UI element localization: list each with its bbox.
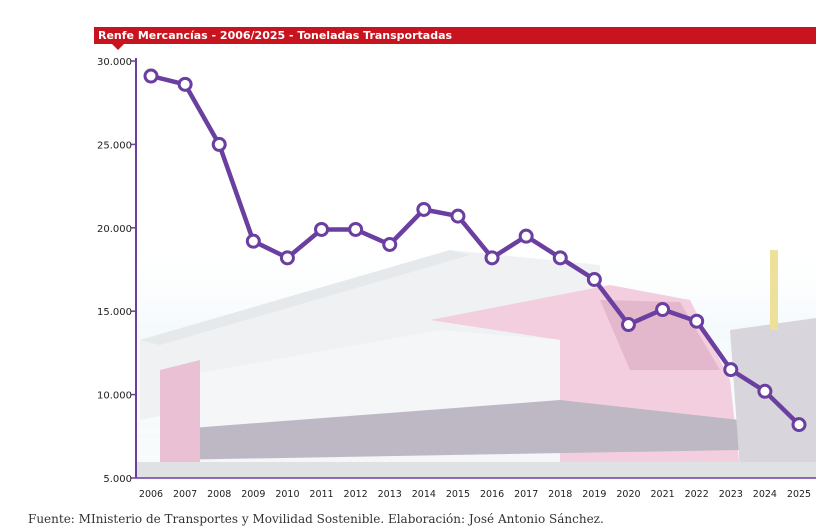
x-tick-label: 2014 [412, 489, 436, 500]
data-point-2012 [348, 221, 364, 237]
x-tick-label: 2018 [548, 489, 572, 500]
x-tick-label: 2013 [378, 489, 402, 500]
x-tick-label: 2019 [582, 489, 606, 500]
y-tick-label: 10.000 [97, 391, 132, 402]
x-tick-label: 2020 [616, 489, 640, 500]
x-tick-label: 2010 [275, 489, 299, 500]
y-tick-label: 15.000 [97, 307, 132, 318]
data-point-2015 [450, 208, 466, 224]
x-tick-label: 2011 [309, 489, 333, 500]
data-point-2006 [143, 68, 159, 84]
data-point-2022 [689, 313, 705, 329]
x-tick-label: 2016 [480, 489, 504, 500]
x-tick-label: 2022 [685, 489, 709, 500]
x-tick-label: 2017 [514, 489, 538, 500]
x-tick-label: 2015 [446, 489, 470, 500]
y-tick-label: 30.000 [97, 57, 132, 68]
data-point-2023 [723, 362, 739, 378]
chart-title: Renfe Mercancías - 2006/2025 - Toneladas… [94, 27, 816, 44]
x-tick-label: 2023 [719, 489, 743, 500]
x-tick-label: 2009 [241, 489, 265, 500]
x-tick-label: 2012 [344, 489, 368, 500]
data-point-2017 [518, 228, 534, 244]
locomotive-background-image [136, 240, 816, 480]
y-tick-label: 25.000 [97, 140, 132, 151]
source-note: Fuente: MInisterio de Transportes y Movi… [28, 512, 604, 526]
y-tick-label: 20.000 [97, 224, 132, 235]
title-notch [112, 44, 124, 50]
x-tick-label: 2025 [787, 489, 811, 500]
data-point-2025 [791, 417, 807, 433]
data-point-2009 [245, 233, 261, 249]
data-point-2018 [552, 250, 568, 266]
data-point-2021 [655, 302, 671, 318]
x-tick-label: 2024 [753, 489, 777, 500]
data-point-2007 [177, 76, 193, 92]
data-point-2024 [757, 383, 773, 399]
data-point-2019 [586, 272, 602, 288]
data-point-2008 [211, 136, 227, 152]
x-tick-label: 2021 [650, 489, 674, 500]
data-point-2013 [382, 236, 398, 252]
x-tick-label: 2007 [173, 489, 197, 500]
data-point-2016 [484, 250, 500, 266]
x-tick-label: 2006 [139, 489, 163, 500]
y-tick-label: 5.000 [103, 474, 132, 485]
data-point-2020 [620, 317, 636, 333]
x-tick-label: 2008 [207, 489, 231, 500]
data-point-2014 [416, 201, 432, 217]
data-point-2011 [314, 221, 330, 237]
data-point-2010 [279, 250, 295, 266]
